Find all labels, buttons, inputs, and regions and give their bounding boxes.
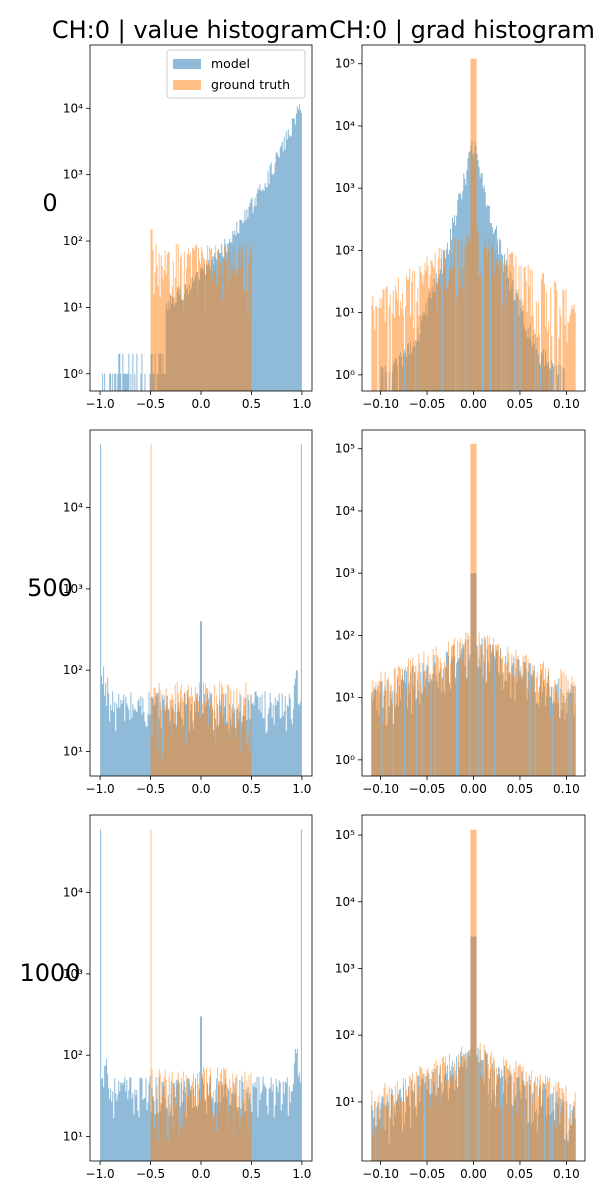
x-tick-label: 1.0 [292,1167,311,1181]
x-tick-label: −1.0 [86,397,115,411]
y-tick-label: 10² [63,663,83,677]
x-tick-label: −1.0 [86,782,115,796]
y-tick-label: 10² [63,234,83,248]
x-tick-label: 0.10 [553,397,580,411]
legend-label-ground-truth: ground truth [211,77,290,92]
row-label-500: 500 [27,574,73,602]
x-tick-label: −0.5 [136,1167,165,1181]
ground-truth-bars [371,58,576,391]
ground-truth-bars [150,829,252,1161]
y-tick-label: 10³ [335,961,355,975]
panel-grad-row-1000: −0.10 −0.05 0.00 0.05 0.10 10¹ 10² 10³ 10⁴ 10⁵ [335,814,586,1181]
y-tick-label: 10² [335,1028,355,1042]
y-tick-label: 10⁴ [335,119,355,133]
legend-box [166,49,306,99]
y-tick-label: 10³ [63,582,83,596]
y-tick-label: 10⁰ [63,367,83,381]
y-tick-label: 10¹ [335,306,355,320]
legend-swatch-ground-truth [173,80,201,90]
panel-value-row-1000: −1.0 −0.5 0.0 0.5 1.0 10¹ 10² 10³ 10⁴ [63,814,313,1181]
histogram-bars [371,58,576,391]
x-tick-label: 0.5 [242,397,261,411]
col-title-value: CH:0 | value histogram [52,16,328,44]
y-tick-label: 10⁵ [335,442,355,456]
legend: model ground truth [166,49,306,99]
model-bars [100,829,302,1161]
row-label-1000: 1000 [19,959,80,987]
y-tick-label: 10³ [335,566,355,580]
y-tick-label: 10⁰ [335,753,355,767]
y-tick-label: 10² [63,1048,83,1062]
y-tick-label: 10² [335,628,355,642]
y-tick-label: 10¹ [335,691,355,705]
panel-value-row-0: −1.0 −0.5 0.0 0.5 1.0 10⁰ 10¹ 10² 10³ 10⁴ [63,44,313,411]
ground-truth-bars [371,443,576,776]
x-tick-label: 0.00 [460,782,487,796]
y-tick-label: 10⁴ [335,895,355,909]
panel-grad-row-0: −0.10 −0.05 0.00 0.05 0.10 10⁰ 10¹ 10² 10³ 10⁴ 10⁵ [335,44,586,411]
histogram-bars [371,829,576,1161]
x-tick-label: −0.10 [362,1167,399,1181]
x-tick-label: −0.10 [362,397,399,411]
y-tick-label: 10³ [63,168,83,182]
x-tick-label: −0.10 [362,782,399,796]
y-tick-label: 10¹ [63,1130,83,1144]
histogram-bars [371,443,576,776]
y-tick-label: 10³ [335,181,355,195]
x-tick-label: 0.0 [191,1167,210,1181]
y-tick-label: 10¹ [335,1095,355,1109]
x-tick-label: 0.10 [553,782,580,796]
legend-swatch-model [173,59,201,69]
x-tick-label: 0.0 [191,397,210,411]
histogram-bars [100,444,302,776]
x-tick-label: −1.0 [86,1167,115,1181]
histogram-bars [102,104,302,391]
histogram-bars [100,829,302,1161]
panel-grad-row-500: −0.10 −0.05 0.00 0.05 0.10 10⁰ 10¹ 10² 10³ 10⁴ 10⁵ [335,429,586,796]
y-tick-label: 10⁴ [335,504,355,518]
y-tick-label: 10⁰ [335,368,355,382]
y-tick-label: 10⁵ [335,57,355,71]
y-tick-label: 10² [335,243,355,257]
y-tick-label: 10⁴ [63,101,83,115]
ground-truth-bars [150,229,252,391]
y-tick-label: 10⁴ [63,501,83,515]
model-bars [102,104,302,391]
panel-value-row-500: −1.0 −0.5 0.0 0.5 1.0 10¹ 10² 10³ 10⁴ [63,429,313,796]
x-tick-label: 0.5 [242,1167,261,1181]
x-tick-label: 0.00 [460,1167,487,1181]
y-tick-label: 10¹ [63,300,83,314]
row-label-0: 0 [42,189,57,217]
x-tick-label: 0.05 [507,782,534,796]
x-tick-label: 1.0 [292,782,311,796]
y-tick-label: 10³ [63,967,83,981]
x-tick-label: −0.05 [409,782,446,796]
x-tick-label: 0.10 [553,1167,580,1181]
x-tick-label: −0.05 [409,1167,446,1181]
y-tick-label: 10⁵ [335,828,355,842]
col-title-grad: CH:0 | grad histogram [329,16,595,44]
x-tick-label: −0.5 [136,397,165,411]
ground-truth-bars [371,829,576,1161]
y-tick-label: 10⁴ [63,886,83,900]
x-tick-label: 0.00 [460,397,487,411]
x-tick-label: 0.5 [242,782,261,796]
y-tick-label: 10¹ [63,745,83,759]
x-tick-label: 0.05 [507,397,534,411]
x-tick-label: −0.05 [409,397,446,411]
ground-truth-bars [150,444,252,776]
legend-label-model: model [211,56,250,71]
x-tick-label: −0.5 [136,782,165,796]
x-tick-label: 0.05 [507,1167,534,1181]
x-tick-label: 0.0 [191,782,210,796]
x-tick-label: 1.0 [292,397,311,411]
